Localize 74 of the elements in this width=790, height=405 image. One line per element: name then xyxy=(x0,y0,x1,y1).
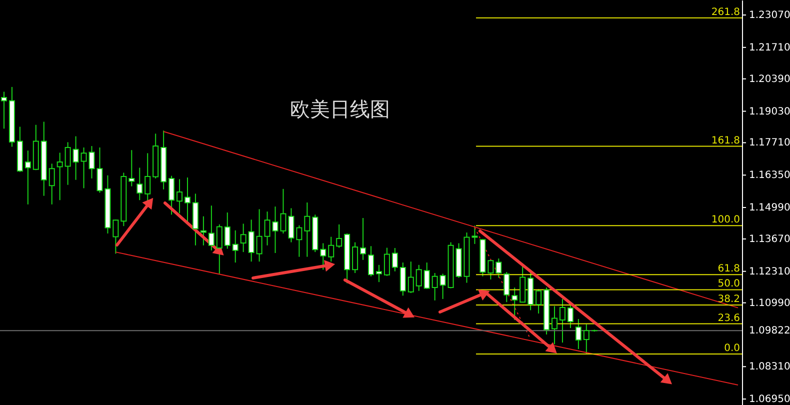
candlestick xyxy=(64,142,71,186)
candlestick xyxy=(296,224,302,258)
y-tick-label: 1.23070 xyxy=(749,10,790,22)
candlestick xyxy=(56,152,63,201)
candlestick xyxy=(583,324,590,355)
candlestick xyxy=(216,224,222,274)
y-tick-label: 1.21710 xyxy=(749,42,790,54)
candlestick xyxy=(488,259,494,280)
candlestick xyxy=(352,242,358,274)
candlestick xyxy=(200,216,206,246)
candlestick xyxy=(552,306,558,345)
annotation: 261.8 xyxy=(711,6,740,18)
candlestick xyxy=(288,208,294,243)
candlestick xyxy=(128,150,135,187)
y-tick-label: 1.08310 xyxy=(749,362,790,373)
candlestick xyxy=(256,208,262,262)
candlestick xyxy=(328,236,334,262)
candlestick xyxy=(0,91,7,130)
candlestick xyxy=(536,288,542,314)
y-tick-label: 1.10990 xyxy=(749,298,790,309)
y-tick-label: 1.13670 xyxy=(749,234,790,245)
candlestick xyxy=(48,163,55,205)
candlestick xyxy=(168,175,175,216)
candlestick xyxy=(360,217,366,260)
y-tick-label: 1.12310 xyxy=(749,266,790,278)
annotation: 23.6 xyxy=(718,312,740,324)
annotation: 50.0 xyxy=(718,278,740,290)
candlestick xyxy=(559,298,566,344)
candlestick xyxy=(567,304,574,329)
candlestick xyxy=(240,223,246,253)
candlestick xyxy=(496,258,502,278)
candlestick xyxy=(416,264,422,292)
candlestick xyxy=(224,212,230,250)
candlestick xyxy=(408,261,414,294)
candlestick xyxy=(575,318,582,350)
annotation: 0.0 xyxy=(724,343,740,354)
candlestick xyxy=(384,247,390,276)
candlestick xyxy=(248,219,254,262)
annotation: 100.0 xyxy=(711,214,740,226)
candlestick xyxy=(304,202,310,258)
candlestick xyxy=(472,225,478,244)
y-tick-label: 1.06950 xyxy=(749,394,790,405)
candlestick xyxy=(440,273,446,300)
candlestick xyxy=(336,224,342,248)
candlestick xyxy=(264,211,270,246)
candlestick xyxy=(72,136,79,180)
candlestick xyxy=(320,242,326,270)
candlestick xyxy=(368,246,374,277)
candlestick xyxy=(208,205,214,251)
candlestick xyxy=(424,262,430,290)
candlestick xyxy=(504,272,510,303)
candlestick xyxy=(144,152,151,202)
text: 欧美日线图 xyxy=(290,97,390,121)
candlestick xyxy=(184,176,190,224)
y-tick-label: 1.14990 xyxy=(749,202,790,214)
candlestick xyxy=(24,150,31,205)
y-tick-label: 1.16350 xyxy=(749,170,790,182)
annotation: 38.2 xyxy=(718,294,740,305)
candlestick xyxy=(432,272,438,301)
candlestick xyxy=(232,230,238,264)
candlestick xyxy=(176,178,183,214)
annotation: 61.8 xyxy=(718,264,740,275)
candlestick xyxy=(400,262,406,296)
y-tick-label: 1.20390 xyxy=(749,74,790,85)
candlestick xyxy=(112,219,119,254)
y-tick-label: 1.17710 xyxy=(749,138,790,149)
annotation: 161.8 xyxy=(711,135,740,146)
y-tick-label: 1.19030 xyxy=(749,106,790,118)
candlestick xyxy=(80,146,87,189)
candlestick xyxy=(376,264,382,283)
candlestick xyxy=(392,248,398,272)
ref-line-label: 1.09822 xyxy=(749,326,790,337)
candlestick xyxy=(136,167,143,201)
candlestick xyxy=(512,287,518,320)
